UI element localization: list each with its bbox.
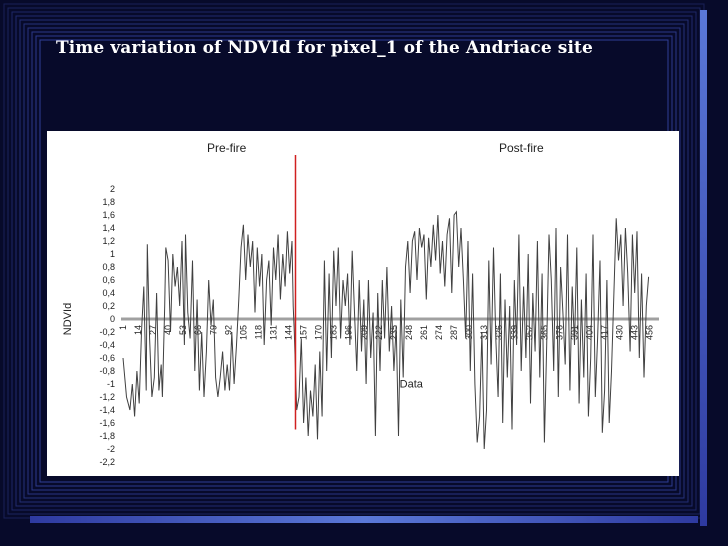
y-tick-label: 1,4 <box>102 223 115 233</box>
frame-line <box>15 15 693 507</box>
x-tick-label: 287 <box>449 325 459 340</box>
x-axis-label: Data <box>400 378 424 390</box>
x-tick-label: 443 <box>630 325 640 340</box>
x-tick-label: 339 <box>509 325 519 340</box>
y-axis-ticks: 2 1,8 1,6 1,4 1,2 1 0,8 0,6 0,4 0,2 0 -0,2 -0,4 -0,6 -… <box>99 184 115 467</box>
y-tick-label: -1,2 <box>99 392 115 402</box>
y-tick-label: -1,4 <box>99 405 115 415</box>
y-tick-label: 1,6 <box>102 210 115 220</box>
frame-line <box>27 27 681 495</box>
frame-line <box>11 11 697 511</box>
y-tick-label: -1,6 <box>99 418 115 428</box>
x-tick-label: 261 <box>419 325 429 340</box>
x-tick-label: 235 <box>389 325 399 340</box>
x-tick-label: 170 <box>314 325 324 340</box>
chart-plot-area: 2 1,8 1,6 1,4 1,2 1 0,8 0,6 0,4 0,2 0 -0,2 -0,4 -0,6 -… <box>47 131 679 476</box>
y-tick-label: -0,4 <box>99 340 115 350</box>
x-tick-label: 131 <box>268 325 278 340</box>
ndvid-series-line <box>122 210 650 450</box>
x-tick-label: 417 <box>600 325 610 340</box>
x-tick-label: 27 <box>148 325 158 335</box>
x-tick-label: 274 <box>434 325 444 340</box>
x-tick-label: 79 <box>208 325 218 335</box>
frame-line <box>23 23 685 499</box>
x-tick-label: 105 <box>238 325 248 340</box>
right-accent-bar <box>700 10 707 526</box>
y-tick-label: 2 <box>110 184 115 194</box>
y-tick-label: 0 <box>110 314 115 324</box>
x-tick-label: 1 <box>118 325 128 330</box>
y-tick-label: 1,2 <box>102 236 115 246</box>
frame-line <box>19 19 689 503</box>
annotation-pre-fire: Pre-fire <box>207 141 247 155</box>
x-tick-label: 404 <box>585 325 595 340</box>
y-tick-label: 0,2 <box>102 301 115 311</box>
x-tick-label: 196 <box>344 325 354 340</box>
x-tick-label: 248 <box>404 325 414 340</box>
y-tick-label: 0,8 <box>102 262 115 272</box>
x-tick-label: 183 <box>329 325 339 340</box>
y-axis-label: NDVId <box>62 303 74 335</box>
y-tick-label: -0,2 <box>99 327 115 337</box>
x-tick-label: 365 <box>539 325 549 340</box>
x-tick-label: 157 <box>299 325 309 340</box>
x-tick-label: 92 <box>223 325 233 335</box>
y-tick-label: 0,4 <box>102 288 115 298</box>
y-tick-label: 1,8 <box>102 197 115 207</box>
bottom-accent-bar <box>30 516 698 523</box>
x-tick-label: 40 <box>163 325 173 335</box>
y-tick-label: -0,8 <box>99 366 115 376</box>
x-tick-label: 313 <box>479 325 489 340</box>
x-tick-label: 209 <box>359 325 369 340</box>
slide-title: Time variation of NDVId for pixel_1 of t… <box>56 38 593 58</box>
x-tick-label: 430 <box>615 325 625 340</box>
x-tick-label: 14 <box>133 325 143 335</box>
y-tick-label: -1,8 <box>99 431 115 441</box>
y-tick-label: 0,6 <box>102 275 115 285</box>
annotation-post-fire: Post-fire <box>499 141 544 155</box>
ndvid-line-chart: 2 1,8 1,6 1,4 1,2 1 0,8 0,6 0,4 0,2 0 -0,2 -0,4 -0,6 -… <box>62 141 659 467</box>
y-tick-label: -0,6 <box>99 353 115 363</box>
x-tick-label: 118 <box>253 325 263 339</box>
x-tick-label: 456 <box>645 325 655 340</box>
y-tick-label: -2 <box>107 444 115 454</box>
y-tick-label: 1 <box>110 249 115 259</box>
y-tick-label: -2,2 <box>99 457 115 467</box>
x-tick-label: 144 <box>284 325 294 340</box>
x-tick-label: 53 <box>178 325 188 335</box>
y-tick-label: -1 <box>107 379 115 389</box>
